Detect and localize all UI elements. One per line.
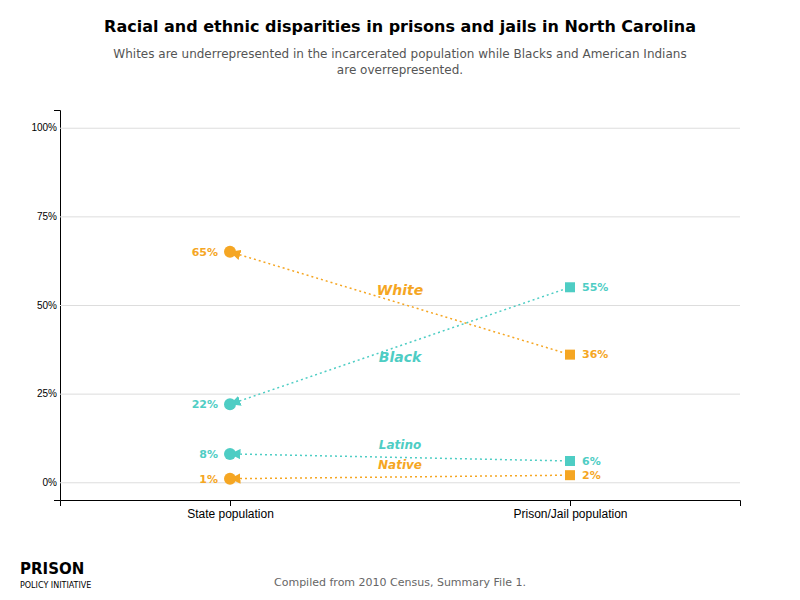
grid-line — [60, 128, 740, 129]
y-tick: 25% — [37, 388, 740, 399]
x-axis: State population Prison/Jail population — [61, 500, 741, 521]
slope-line — [230, 287, 570, 404]
series-label: White — [377, 282, 423, 298]
data-label: 65% — [192, 246, 218, 259]
labels: 65% 36% White 22% 55% Black 8% 6% Latino 1% 2% Nati… — [192, 246, 609, 486]
tick-mark — [230, 500, 231, 506]
data-label: 2% — [582, 469, 601, 482]
subtitle-line: Whites are underrepresented in the incar… — [113, 47, 686, 61]
y-tick-label: 0% — [43, 477, 58, 488]
series-label: Latino — [379, 438, 421, 452]
subtitle: Whites are underrepresented in the incar… — [113, 47, 686, 77]
state-marker — [224, 448, 236, 460]
y-tick-label: 25% — [37, 388, 57, 399]
slope-line — [230, 475, 570, 479]
x-axis-line — [61, 501, 741, 507]
x-tick-label: State population — [187, 507, 274, 521]
y-tick-label: 75% — [37, 211, 57, 222]
prison-marker — [565, 470, 575, 480]
grid-line — [60, 305, 740, 306]
prison-marker — [565, 350, 575, 360]
data-label: 22% — [192, 398, 218, 411]
plot: 0% 25% 50% 75% 100% State population Prison/Ja… — [31, 111, 740, 521]
series-label: Black — [379, 349, 423, 365]
x-tick-label: Prison/Jail population — [513, 507, 627, 521]
data-label: 1% — [199, 473, 218, 486]
x-tick: State population — [187, 500, 274, 521]
title: Racial and ethnic disparities in prisons… — [104, 17, 696, 36]
grid-line — [60, 482, 740, 483]
footnote: Compiled from 2010 Census, Summary File … — [274, 576, 526, 589]
y-tick: 0% — [43, 477, 740, 488]
data-label: 36% — [582, 348, 608, 361]
state-marker — [224, 246, 236, 258]
y-tick-label: 50% — [37, 300, 57, 311]
series-label: Native — [378, 458, 422, 472]
y-axis: 0% 25% 50% 75% 100% — [31, 111, 740, 501]
logo-text: PRISON — [20, 560, 84, 578]
grid-line — [60, 394, 740, 395]
tick-mark — [570, 500, 571, 506]
x-tick: Prison/Jail population — [513, 500, 627, 521]
grid-line — [60, 216, 740, 217]
data-label: 8% — [199, 448, 218, 461]
data-label: 55% — [582, 281, 608, 294]
state-marker — [224, 398, 236, 410]
slope-line — [230, 252, 570, 355]
chart: Racial and ethnic disparities in prisons… — [0, 0, 800, 600]
subtitle-line: are overrepresented. — [337, 63, 463, 77]
state-marker — [224, 473, 236, 485]
y-tick: 75% — [37, 211, 740, 222]
y-tick: 100% — [31, 122, 740, 133]
prison-marker — [565, 282, 575, 292]
logo-subtext: POLICY INITIATIVE — [20, 581, 91, 590]
marks — [224, 246, 575, 485]
y-tick: 50% — [37, 300, 740, 311]
prison-marker — [565, 456, 575, 466]
data-label: 6% — [582, 455, 601, 468]
y-tick-label: 100% — [31, 122, 57, 133]
